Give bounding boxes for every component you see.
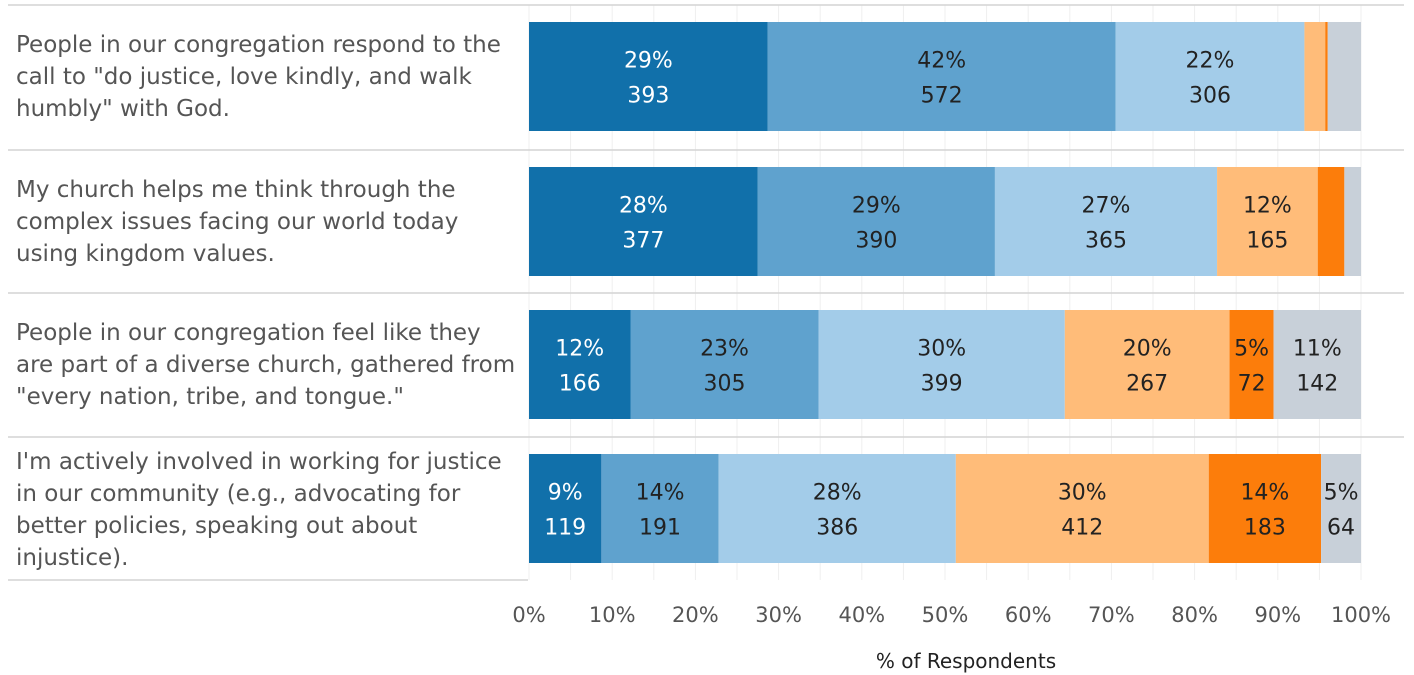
category-label: injustice). [16,545,128,571]
segment-count-label: 166 [559,372,601,397]
category-labels: People in our congregation respond to th… [16,32,515,571]
bars: 29% 393 42% 572 22% 306 28% 377 29% 390 27% 365 12% 1… [529,22,1361,563]
segment-percent-label: 29% [624,49,673,74]
bar-segment [1064,310,1230,419]
x-tick-label: 0% [512,603,545,627]
bar-segment [994,167,1218,276]
bar-segment [1344,167,1361,276]
segment-count-label: 72 [1238,372,1266,397]
bar-segment [601,454,719,563]
segment-count-label: 390 [855,229,897,254]
segment-count-label: 165 [1246,229,1288,254]
x-tick-label: 50% [922,603,969,627]
segment-percent-label: 29% [852,194,901,219]
category-label: better policies, speaking out about [16,513,417,539]
bar-segment [767,22,1116,131]
category-label: People in our congregation feel like the… [16,320,481,346]
segment-percent-label: 23% [700,337,749,362]
bar-segment [529,22,768,131]
category-label: humbly" with God. [16,96,230,122]
bar-segment [630,310,819,419]
bar-segment [1325,22,1328,131]
x-axis-ticks: 0% 10% 20% 30% 40% 50% 60% 70% 80% 90% 100% [512,603,1391,627]
bar-segment [1115,22,1305,131]
segment-count-label: 183 [1244,516,1286,541]
segment-percent-label: 27% [1082,194,1131,219]
bar-segment [955,454,1209,563]
x-tick-label: 40% [838,603,885,627]
segment-percent-label: 14% [636,481,685,506]
segment-percent-label: 28% [619,194,668,219]
segment-count-label: 377 [622,229,664,254]
bar-segment [818,310,1065,419]
category-label: call to "do justice, love kindly, and wa… [16,64,472,90]
category-label: People in our congregation respond to th… [16,32,501,58]
segment-count-label: 386 [816,516,858,541]
segment-count-label: 393 [627,84,669,109]
segment-percent-label: 5% [1324,481,1359,506]
category-label: in our community (e.g., advocating for [16,481,461,507]
segment-count-label: 399 [921,372,963,397]
bar-segment [718,454,956,563]
segment-count-label: 306 [1189,84,1231,109]
segment-percent-label: 30% [917,337,966,362]
segment-percent-label: 9% [548,481,583,506]
bar-segment [1327,22,1361,131]
category-label: are part of a diverse church, gathered f… [16,352,515,378]
bar-segment [529,167,758,276]
segment-percent-label: 28% [813,481,862,506]
x-tick-label: 30% [755,603,802,627]
category-label: using kingdom values. [16,241,275,267]
bar-segment [1208,454,1322,563]
x-tick-label: 100% [1331,603,1391,627]
segment-count-label: 64 [1327,516,1355,541]
segment-percent-label: 20% [1123,337,1172,362]
category-label: "every nation, tribe, and tongue." [16,384,404,410]
segment-percent-label: 22% [1186,49,1235,74]
bar-segment [529,310,631,419]
bar-segment [1317,167,1345,276]
segment-count-label: 412 [1061,516,1103,541]
segment-count-label: 267 [1126,372,1168,397]
segment-percent-label: 12% [1243,194,1292,219]
category-label: I'm actively involved in working for jus… [16,449,502,475]
segment-count-label: 365 [1085,229,1127,254]
x-tick-label: 20% [672,603,719,627]
segment-percent-label: 42% [917,49,966,74]
segment-count-label: 305 [704,372,746,397]
bar-segment [757,167,995,276]
segment-count-label: 191 [639,516,681,541]
x-axis-title: % of Respondents [876,649,1056,673]
segment-percent-label: 5% [1234,337,1269,362]
segment-count-label: 119 [544,516,586,541]
segment-percent-label: 11% [1293,337,1342,362]
x-tick-label: 80% [1171,603,1218,627]
x-tick-label: 10% [589,603,636,627]
bar-segment [1304,22,1326,131]
x-tick-label: 90% [1254,603,1301,627]
bar-segment [529,454,602,563]
x-tick-label: 70% [1088,603,1135,627]
segment-count-label: 572 [921,84,963,109]
segment-percent-label: 12% [555,337,604,362]
segment-percent-label: 14% [1240,481,1289,506]
x-tick-label: 60% [1005,603,1052,627]
category-label: My church helps me think through the [16,177,456,203]
bar-segment [1229,310,1274,419]
segment-percent-label: 30% [1058,481,1107,506]
bar-segment [1273,310,1361,419]
bar-segment [1217,167,1318,276]
category-label: complex issues facing our world today [16,209,458,235]
bar-segment [1321,454,1361,563]
segment-count-label: 142 [1296,372,1338,397]
